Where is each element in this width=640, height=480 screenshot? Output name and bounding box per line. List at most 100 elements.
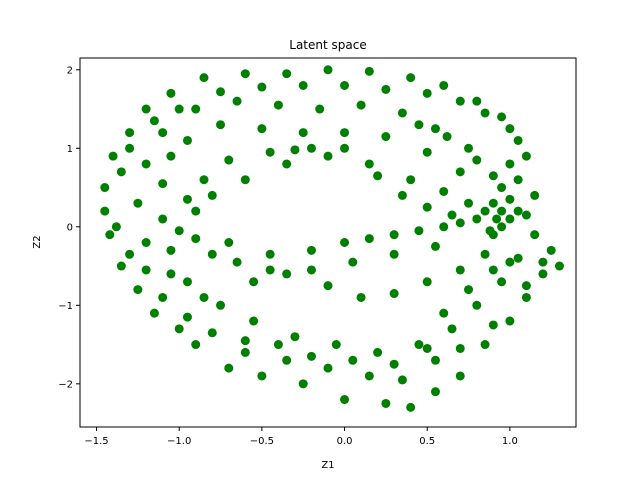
data-point xyxy=(505,194,515,204)
data-point xyxy=(166,269,176,279)
data-point xyxy=(381,84,391,94)
data-point xyxy=(488,198,498,208)
data-point xyxy=(182,135,192,145)
data-point xyxy=(356,100,366,110)
data-point xyxy=(397,108,407,118)
data-point xyxy=(191,234,201,244)
x-axis-ticks: −1.5 −1.0 −0.5 0.0 0.5 1.0 xyxy=(84,427,518,447)
x-axis-label: Z1 xyxy=(321,460,334,471)
data-point xyxy=(232,96,242,106)
data-point xyxy=(306,351,316,361)
data-point xyxy=(488,171,498,181)
data-point xyxy=(488,265,498,275)
data-point xyxy=(141,265,151,275)
data-point xyxy=(422,147,432,157)
data-point xyxy=(166,88,176,98)
data-point xyxy=(455,167,465,177)
data-point xyxy=(430,387,440,397)
data-point xyxy=(282,355,292,365)
data-point xyxy=(422,202,432,212)
data-point xyxy=(472,96,482,106)
y-axis-label: Z2 xyxy=(32,235,43,248)
y-tick-label: −1 xyxy=(58,301,73,312)
data-point xyxy=(141,104,151,114)
data-point xyxy=(455,96,465,106)
data-point xyxy=(141,238,151,247)
data-point xyxy=(455,371,465,381)
data-point xyxy=(430,124,440,134)
data-point xyxy=(381,132,391,142)
data-point xyxy=(485,226,495,236)
data-point xyxy=(191,104,201,114)
data-point xyxy=(306,245,316,255)
data-point xyxy=(166,151,176,161)
data-point xyxy=(554,261,564,271)
data-point xyxy=(224,363,234,373)
data-point xyxy=(430,355,440,365)
data-point xyxy=(447,324,457,334)
data-point xyxy=(455,218,465,228)
data-point xyxy=(273,340,283,350)
data-point xyxy=(505,257,515,267)
data-point xyxy=(240,347,250,357)
data-point xyxy=(174,104,184,114)
data-point xyxy=(340,238,350,247)
data-point xyxy=(125,143,135,153)
data-point xyxy=(290,145,300,155)
data-point xyxy=(315,104,325,114)
data-point xyxy=(497,183,507,193)
data-point xyxy=(199,175,209,185)
data-point xyxy=(472,214,482,224)
data-point xyxy=(530,230,540,240)
x-tick-label: −1.0 xyxy=(167,436,191,447)
data-point xyxy=(224,155,234,165)
data-point xyxy=(422,88,432,98)
data-point xyxy=(414,226,424,236)
y-tick-label: 2 xyxy=(67,65,73,76)
data-point xyxy=(125,128,135,138)
data-point xyxy=(497,222,507,232)
data-point xyxy=(306,143,316,153)
data-point xyxy=(149,116,159,126)
data-point xyxy=(191,340,201,350)
y-tick-label: −2 xyxy=(58,379,73,390)
data-point xyxy=(298,379,308,389)
data-point xyxy=(513,253,523,263)
data-point xyxy=(240,69,250,79)
data-point xyxy=(141,159,151,169)
data-point xyxy=(521,210,531,220)
data-point xyxy=(216,87,226,97)
data-point xyxy=(505,214,515,224)
data-point xyxy=(323,151,333,161)
data-point xyxy=(497,277,507,287)
plot-area xyxy=(100,65,564,412)
data-point xyxy=(116,167,126,177)
data-point xyxy=(133,198,143,208)
data-point xyxy=(538,269,548,279)
data-point xyxy=(240,336,250,346)
data-point xyxy=(439,222,449,232)
x-tick-label: −0.5 xyxy=(250,436,274,447)
data-point xyxy=(389,230,399,240)
data-point xyxy=(373,171,383,181)
data-point xyxy=(265,265,275,275)
data-point xyxy=(348,257,358,267)
data-point xyxy=(182,194,192,204)
data-point xyxy=(414,340,424,350)
data-point xyxy=(265,249,275,259)
data-point xyxy=(249,316,259,326)
data-point xyxy=(414,120,424,130)
data-point xyxy=(538,257,548,267)
data-point xyxy=(282,159,292,169)
data-point xyxy=(422,277,432,287)
data-point xyxy=(442,132,452,142)
data-point xyxy=(389,249,399,259)
data-point xyxy=(521,281,531,291)
data-point xyxy=(340,80,350,90)
data-point xyxy=(216,300,226,310)
data-point xyxy=(513,135,523,145)
data-point xyxy=(488,320,498,330)
data-point xyxy=(298,128,308,138)
data-point xyxy=(530,190,540,200)
